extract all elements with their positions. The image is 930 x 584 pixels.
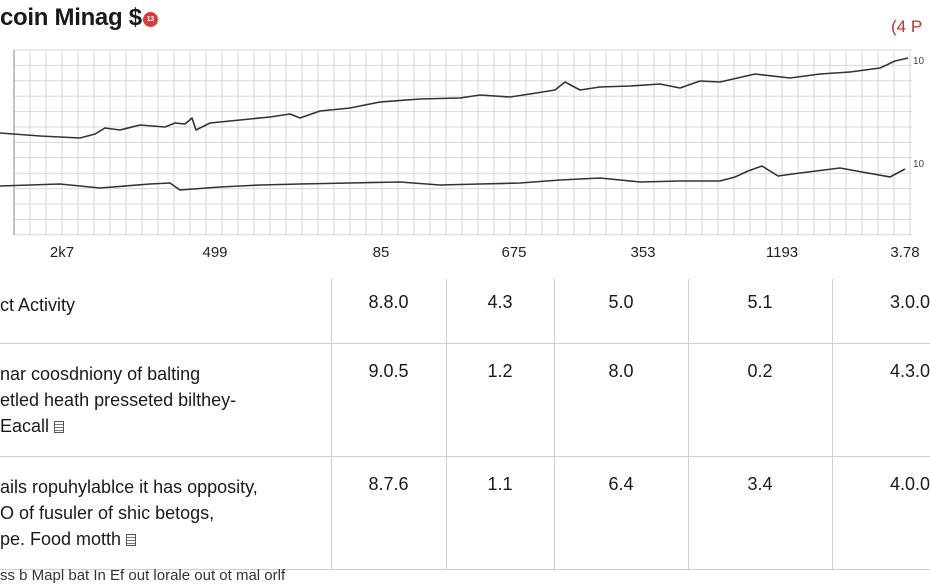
row-description-line: O of fusuler of shic betogs, xyxy=(0,503,215,523)
x-axis-label-5: 353 xyxy=(630,244,656,261)
row-description-line: ails ropuhylablce it has opposity, xyxy=(0,477,258,497)
activity-table: ct Activity 8.8.0 4.3 5.0 5.1 3.0.0 nar … xyxy=(0,279,930,570)
chart-end-label: 10 xyxy=(913,159,925,170)
document-icon[interactable] xyxy=(54,421,65,433)
chart-svg: 10 10 xyxy=(0,49,925,236)
table-cell: 3.4 xyxy=(688,456,833,570)
x-axis-label-7: 3.78 xyxy=(890,244,920,261)
chart-end-label: 10 xyxy=(913,56,925,67)
row-description-line: pe. Food motth xyxy=(0,526,330,552)
chart-series-line-lower xyxy=(0,165,906,191)
row-description-line: Eacall xyxy=(0,413,330,439)
page-count: (4 P xyxy=(891,17,923,36)
x-axis-label-4: 675 xyxy=(501,244,527,261)
x-axis-label-2: 499 xyxy=(202,244,228,261)
table-header-value: 5.0 xyxy=(554,279,689,344)
table-cell: 1.1 xyxy=(446,456,555,570)
table-cell: 0.2 xyxy=(688,343,833,457)
row-description: ails ropuhylablce it has opposity, O of … xyxy=(0,456,332,570)
table-cell: 4.0.0 xyxy=(832,456,930,570)
table-cell: 1.2 xyxy=(446,343,555,457)
row-description-line: etled heath presseted bilthey- xyxy=(0,390,237,410)
table-cell: 6.4 xyxy=(554,456,689,570)
table-header-value: 4.3 xyxy=(446,279,555,344)
line-chart: 10 10 xyxy=(0,44,930,244)
table-cell: 9.0.5 xyxy=(331,343,447,457)
page-title-text: coin Minag $ xyxy=(0,4,142,31)
title-badge: 13 xyxy=(142,12,158,27)
table-header-value: 8.8.0 xyxy=(331,279,447,344)
table-row: ails ropuhylablce it has opposity, O of … xyxy=(0,456,930,570)
table-cell: 8.0 xyxy=(554,343,689,457)
table-row: nar coosdniony of balting etled heath pr… xyxy=(0,343,930,457)
chart-series-line-upper xyxy=(0,57,909,139)
table-cell: 4.3.0 xyxy=(832,343,930,457)
document-icon[interactable] xyxy=(126,534,137,546)
x-axis-label-6: 1193 xyxy=(765,244,799,261)
table-cell: 8.7.6 xyxy=(331,456,447,570)
table-header-row: ct Activity 8.8.0 4.3 5.0 5.1 3.0.0 xyxy=(0,279,930,344)
row-description-line: nar coosdniony of balting xyxy=(0,364,201,384)
table-header-label: ct Activity xyxy=(0,279,332,344)
page-title: coin Minag $13 xyxy=(0,4,158,32)
table-header-value: 3.0.0 xyxy=(832,279,930,344)
table-header-value: 5.1 xyxy=(688,279,833,344)
x-axis-label-1: 2k7 xyxy=(49,244,75,261)
row-description: nar coosdniony of balting etled heath pr… xyxy=(0,343,332,457)
x-axis-label-3: 85 xyxy=(372,244,390,261)
